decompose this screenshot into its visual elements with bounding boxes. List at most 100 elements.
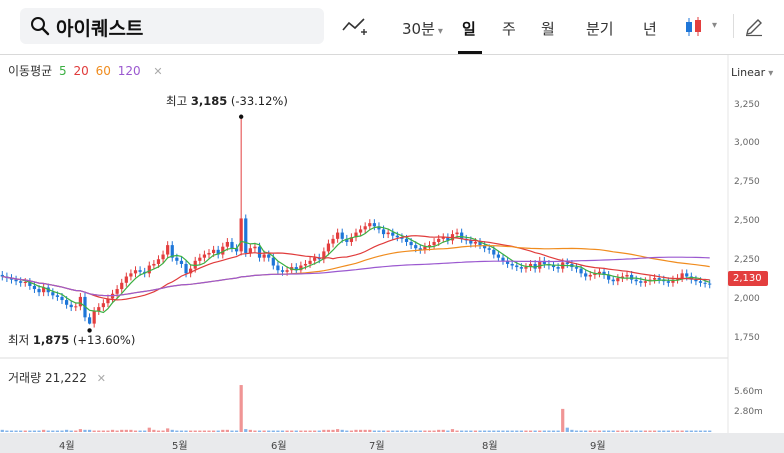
volume-bar	[409, 430, 413, 432]
candle-body	[652, 278, 657, 280]
candle-body	[179, 260, 184, 264]
candle-body	[358, 229, 363, 233]
candle-body	[377, 226, 381, 230]
candle-body	[276, 265, 280, 271]
x-tick-label: 8월	[482, 441, 498, 452]
candle-body	[409, 241, 413, 246]
volume-bar	[427, 430, 432, 432]
volume-bar	[179, 430, 184, 432]
tab-week[interactable]: 주	[502, 20, 516, 38]
search-box[interactable]: 아이퀘스트	[20, 8, 324, 44]
volume-bar	[161, 430, 165, 432]
volume-bar	[551, 430, 556, 432]
volume-bar	[60, 430, 64, 432]
low-marker-dot	[87, 328, 92, 333]
y-tick-label: 2,750	[734, 177, 760, 187]
volume-bar	[418, 430, 422, 432]
volume-bar	[542, 430, 546, 432]
candle-body	[28, 282, 32, 286]
volume-bar	[643, 430, 648, 432]
volume-bar	[211, 430, 216, 432]
volume-bar	[239, 385, 243, 432]
pencil-icon[interactable]	[744, 17, 764, 37]
interval-label: 30분	[402, 20, 435, 38]
tab-day[interactable]: 일	[462, 20, 476, 38]
volume-bar	[487, 430, 491, 432]
candle-body	[87, 317, 92, 324]
volume-bar	[221, 429, 225, 432]
volume-bar	[92, 430, 96, 432]
volume-close-icon[interactable]: ✕	[96, 372, 106, 385]
volume-bar	[97, 430, 101, 432]
candle-body	[166, 245, 170, 255]
volume-bar	[299, 430, 303, 432]
volume-bar	[106, 430, 110, 432]
candle-body	[501, 257, 505, 261]
candle-body	[9, 278, 14, 280]
close-icon[interactable]: ✕	[153, 65, 163, 78]
scale-selector[interactable]: Linear ▾	[731, 66, 773, 79]
volume-bar	[42, 429, 46, 432]
search-query[interactable]: 아이퀘스트	[56, 18, 144, 40]
chart-toolbar: 아이퀘스트 30분 ▾ 일 주 월 분기 년 ▾	[0, 0, 784, 55]
candle-body	[331, 238, 335, 244]
volume-bar	[505, 430, 510, 432]
volume-bar	[156, 430, 161, 432]
chart-type-selector[interactable]: ▾	[684, 16, 724, 38]
volume-bar	[515, 430, 519, 432]
candle-body	[680, 273, 684, 279]
candle-body	[519, 267, 523, 269]
volume-tick-label: 2.80m	[734, 407, 763, 417]
volume-bar	[634, 430, 638, 432]
candle-body	[556, 267, 560, 269]
volume-bar	[322, 429, 326, 432]
volume-bar	[533, 430, 537, 432]
candle-body	[189, 268, 193, 274]
candle-body	[285, 270, 289, 272]
tab-quarter[interactable]: 분기	[586, 20, 614, 38]
candle-body	[280, 270, 285, 272]
volume-bar	[253, 430, 257, 432]
candle-body	[124, 276, 128, 283]
volume-bar	[0, 429, 4, 432]
volume-bar	[446, 430, 450, 432]
volume-bar	[607, 430, 611, 432]
current-price-tag: 2,130	[728, 271, 768, 286]
interval-selector[interactable]: 30분 ▾	[402, 18, 443, 39]
ma-period-120: 120	[117, 64, 141, 78]
candle-body	[322, 251, 326, 260]
candle-body	[602, 271, 606, 275]
tab-month[interactable]: 월	[541, 20, 555, 38]
volume-bar	[331, 429, 335, 432]
candle-body	[78, 296, 82, 307]
volume-bar	[69, 430, 73, 432]
candle-body	[0, 274, 4, 277]
volume-bar	[593, 430, 597, 432]
tab-year[interactable]: 년	[643, 20, 657, 38]
volume-bar	[616, 430, 620, 432]
candle-body	[414, 245, 418, 249]
candle-body	[363, 226, 367, 230]
candle-body	[97, 307, 101, 312]
low-annotation: 최저 1,875 (+13.60%)	[8, 332, 135, 348]
candle-body	[32, 285, 37, 290]
volume-bar	[262, 430, 266, 432]
volume-bar	[437, 429, 441, 432]
volume-bar	[326, 429, 331, 432]
volume-bar	[5, 430, 9, 432]
toolbar-divider	[733, 14, 734, 38]
candle-body	[515, 265, 519, 268]
candle-body	[625, 274, 629, 277]
volume-bar	[630, 430, 634, 432]
candle-body	[170, 245, 174, 258]
active-tab-indicator	[458, 51, 482, 54]
candle-body	[703, 282, 707, 284]
candle-body	[51, 292, 55, 296]
volume-bar	[381, 430, 386, 432]
y-tick-label: 2,000	[734, 294, 760, 304]
draw-trendline-icon[interactable]	[342, 16, 368, 38]
high-label: 최고	[166, 94, 188, 108]
candle-body	[368, 223, 372, 227]
candle-body	[253, 246, 257, 249]
